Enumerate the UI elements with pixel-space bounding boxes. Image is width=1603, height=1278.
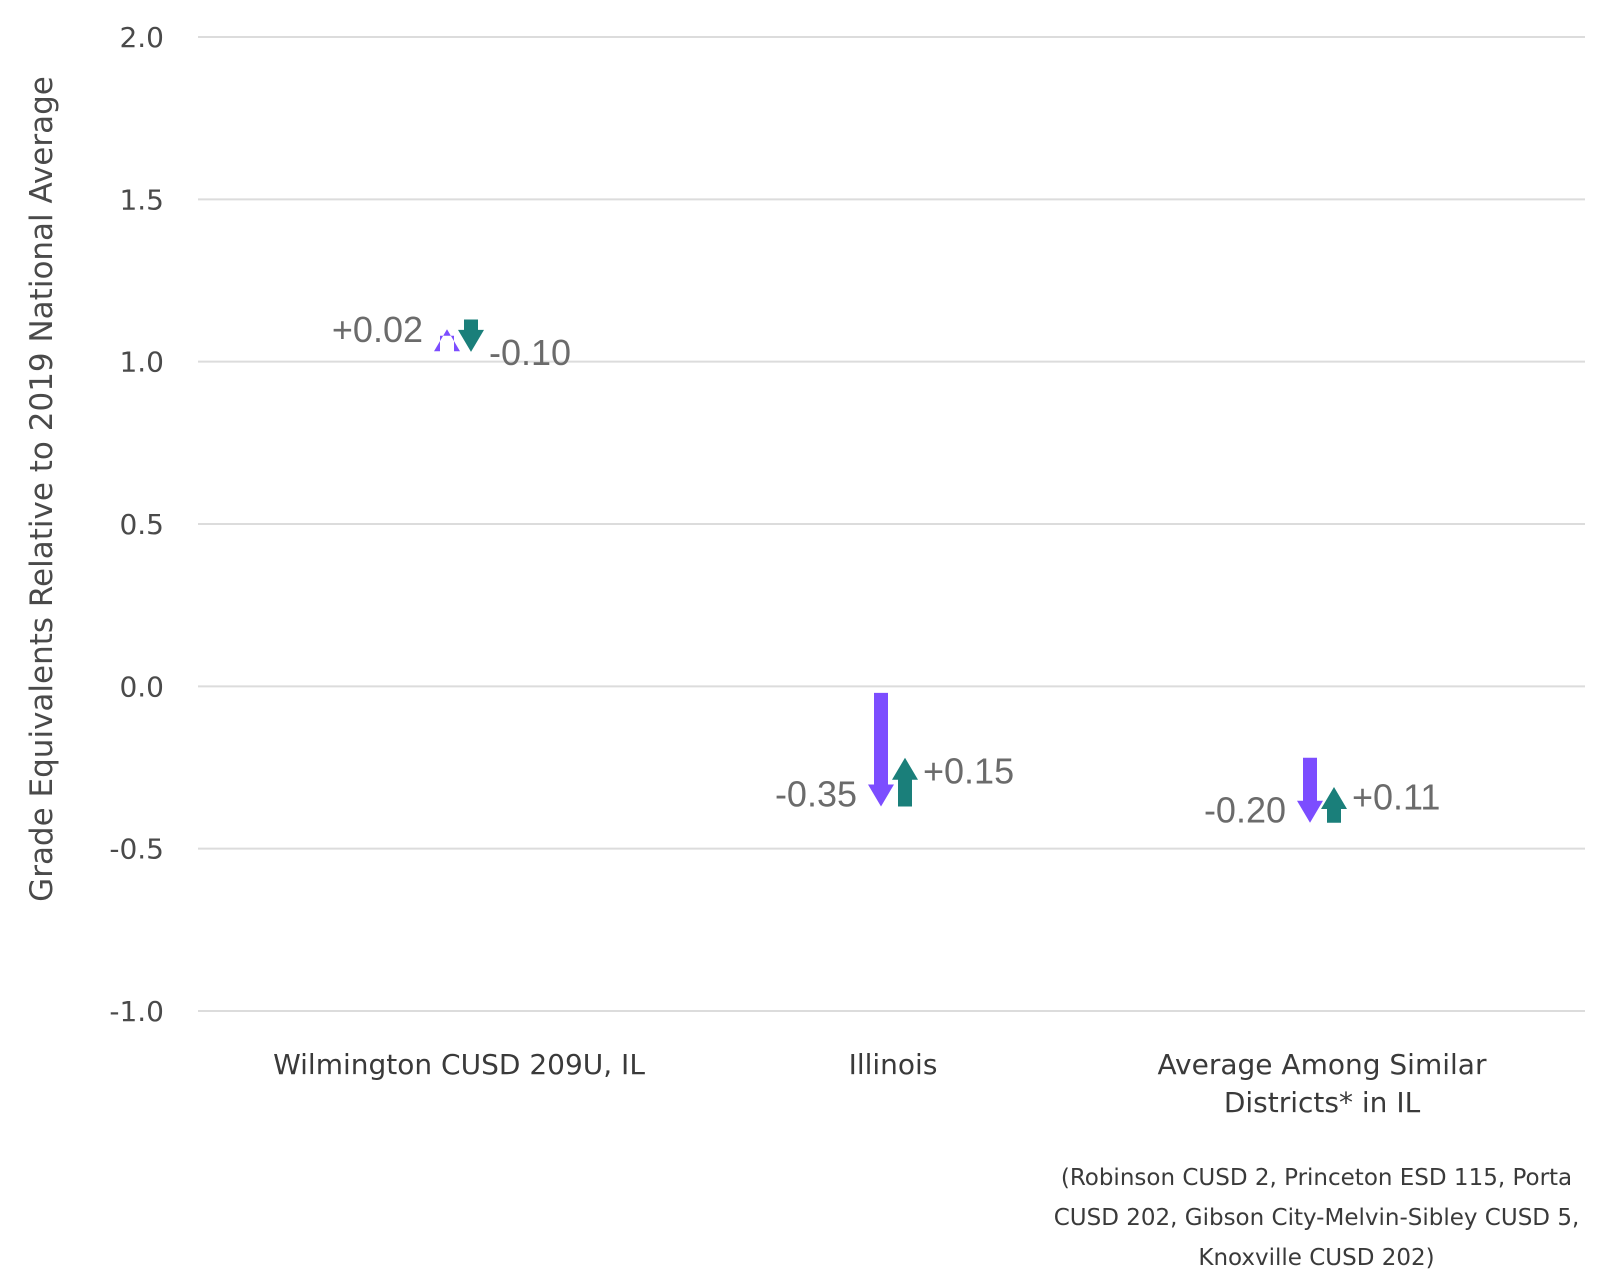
x-category-label: Illinois <box>849 1048 938 1081</box>
y-tick-label: 0.0 <box>119 670 164 703</box>
data-label: -0.20 <box>1204 790 1286 831</box>
data-label: -0.35 <box>775 773 857 814</box>
y-tick-label: 2.0 <box>119 21 164 54</box>
data-label: +0.11 <box>1352 777 1440 818</box>
x-category-label: Districts* in IL <box>1224 1086 1421 1119</box>
change-arrow-teal <box>1321 786 1347 823</box>
change-arrow-teal <box>458 319 484 352</box>
y-tick-label: -1.0 <box>109 995 164 1028</box>
change-arrow-purple <box>868 692 894 807</box>
footnote: (Robinson CUSD 2, Princeton ESD 115, Por… <box>1053 1165 1580 1271</box>
change-arrow-purple <box>1297 757 1323 823</box>
data-label: +0.15 <box>923 751 1014 792</box>
y-tick-label: 1.0 <box>119 346 164 379</box>
y-tick-label: 0.5 <box>119 508 164 541</box>
x-category-label: Average Among Similar <box>1158 1048 1487 1081</box>
data-label: -0.10 <box>489 332 571 373</box>
x-category-label: Wilmington CUSD 209U, IL <box>273 1048 645 1081</box>
y-tick-label: -0.5 <box>109 833 164 866</box>
change-arrow-teal <box>892 757 918 807</box>
y-axis-label: Grade Equivalents Relative to 2019 Natio… <box>24 76 60 902</box>
y-tick-label: 1.5 <box>119 183 164 216</box>
change-arrow-purple <box>434 329 460 352</box>
data-label: +0.02 <box>332 309 423 350</box>
